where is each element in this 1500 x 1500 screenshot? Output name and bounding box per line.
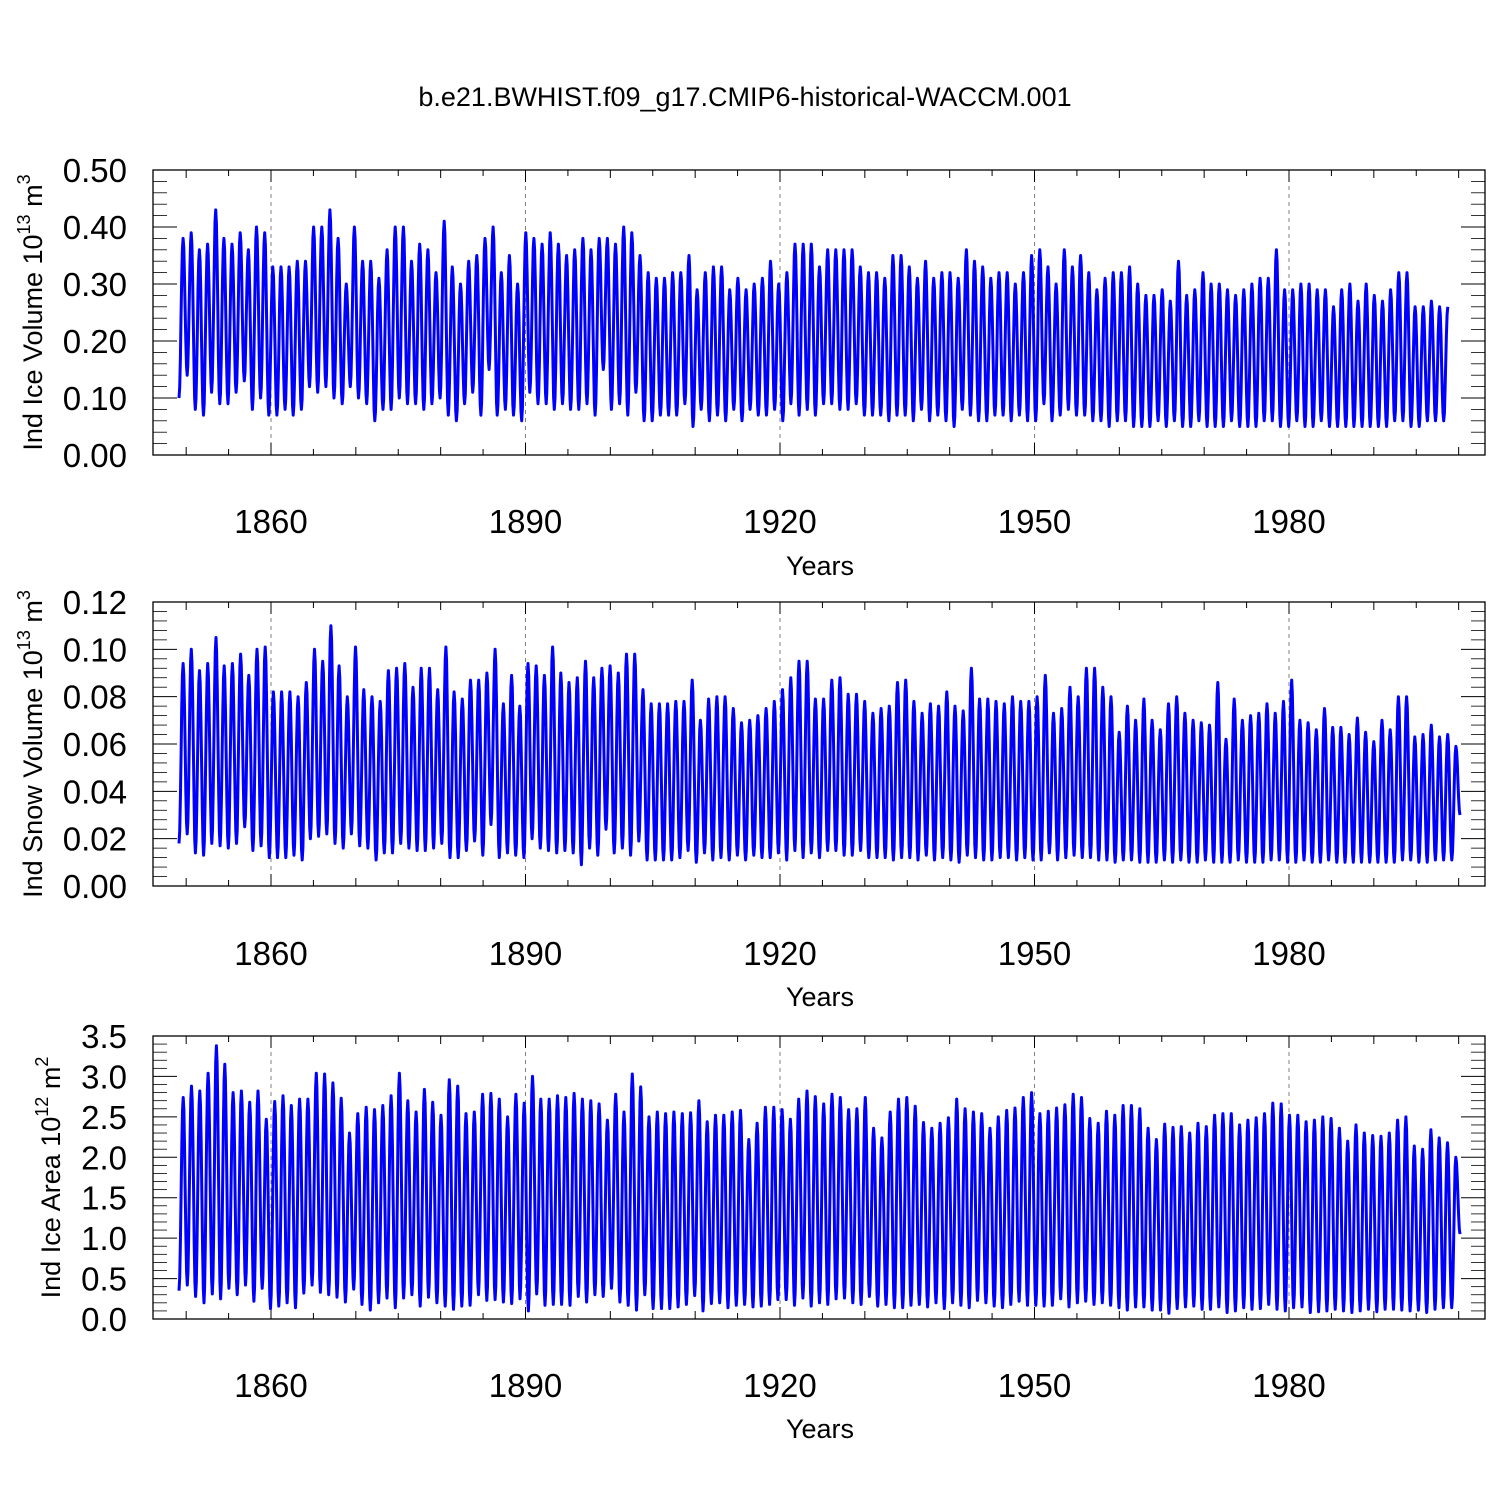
y-axis-title: Ind Snow Volume 1013 m3 bbox=[14, 590, 48, 898]
y-tick-label: 0.00 bbox=[63, 437, 127, 474]
series-line bbox=[177, 1044, 1462, 1315]
x-tick-label-1860: 1860 bbox=[234, 1367, 307, 1404]
x-tick-label-1920: 1920 bbox=[743, 935, 816, 972]
y-tick-label: 0.12 bbox=[63, 584, 127, 621]
x-tick-label-1860: 1860 bbox=[234, 503, 307, 540]
y-axis-title: Ind Ice Area 1012 m2 bbox=[32, 1057, 66, 1299]
y-axis-title-unit: m bbox=[18, 600, 48, 630]
y-tick-label: 0.50 bbox=[63, 152, 127, 189]
figure-title: b.e21.BWHIST.f09_g17.CMIP6-historical-WA… bbox=[418, 82, 1071, 112]
x-tick-label-1950: 1950 bbox=[998, 935, 1071, 972]
y-axis-title-main: Ind Ice Volume 10 bbox=[18, 234, 48, 450]
y-tick-label: 0.06 bbox=[63, 726, 127, 763]
y-tick-label: 0.02 bbox=[63, 821, 127, 858]
x-tick-label-1980: 1980 bbox=[1252, 503, 1325, 540]
y-tick-label: 3.5 bbox=[81, 1018, 127, 1055]
y-axis-title-main: Ind Snow Volume 10 bbox=[18, 650, 48, 898]
x-axis-title: Years bbox=[786, 982, 854, 1012]
x-tick-label-1860: 1860 bbox=[234, 935, 307, 972]
series-line bbox=[177, 208, 1450, 428]
y-tick-label: 0.5 bbox=[81, 1261, 127, 1298]
y-tick-label: 0.30 bbox=[63, 266, 127, 303]
y-axis-title-exponent: 12 bbox=[32, 1097, 52, 1117]
y-tick-label: 0.10 bbox=[63, 631, 127, 668]
chart-panel-1: 1860 1890 1920 1950 1980 Years 0.00 0.10 0.20 0.3… bbox=[14, 152, 1486, 581]
x-tick-label-1920: 1920 bbox=[743, 1367, 816, 1404]
y-tick-label: 2.5 bbox=[81, 1099, 127, 1136]
y-tick-label: 0.0 bbox=[81, 1301, 127, 1338]
y-axis-title: Ind Ice Volume 1013 m3 bbox=[14, 174, 48, 450]
x-axis-title: Years bbox=[786, 551, 854, 581]
y-axis-title-unit-exponent: 3 bbox=[14, 174, 34, 184]
x-tick-label-1920: 1920 bbox=[743, 503, 816, 540]
y-axis-title-exponent: 13 bbox=[14, 630, 34, 650]
chart-panel-3: 1860 1890 1920 1950 1980 Years 0.00.5 1.01.5 2.0… bbox=[32, 1018, 1486, 1444]
x-tick-label-1950: 1950 bbox=[998, 503, 1071, 540]
x-tick-label-1890: 1890 bbox=[489, 503, 562, 540]
chart-panel-2: 1860 1890 1920 1950 1980 Years 0.00 0.02 0.04 0.0… bbox=[14, 584, 1486, 1012]
y-tick-label: 0.20 bbox=[63, 323, 127, 360]
y-axis-title-main: Ind Ice Area 10 bbox=[36, 1117, 66, 1299]
x-tick-label-1950: 1950 bbox=[998, 1367, 1071, 1404]
x-tick-label-1980: 1980 bbox=[1252, 935, 1325, 972]
y-axis-title-unit-exponent: 2 bbox=[32, 1057, 52, 1067]
plot-frame bbox=[152, 1035, 1486, 1320]
x-axis-title: Years bbox=[786, 1414, 854, 1444]
y-tick-label: 2.0 bbox=[81, 1139, 127, 1176]
y-tick-label: 0.10 bbox=[63, 380, 127, 417]
y-axis-title-unit: m bbox=[36, 1067, 66, 1097]
y-axis-title-exponent: 13 bbox=[14, 214, 34, 234]
y-axis-title-unit: m bbox=[18, 184, 48, 214]
y-tick-label: 0.00 bbox=[63, 868, 127, 905]
y-tick-label: 0.08 bbox=[63, 679, 127, 716]
x-tick-label-1890: 1890 bbox=[489, 935, 562, 972]
y-tick-label: 1.5 bbox=[81, 1180, 127, 1217]
x-tick-label-1980: 1980 bbox=[1252, 1367, 1325, 1404]
y-tick-label: 0.40 bbox=[63, 209, 127, 246]
plot-frame bbox=[152, 169, 1486, 456]
y-tick-label: 0.04 bbox=[63, 773, 127, 810]
y-axis-title-unit-exponent: 3 bbox=[14, 590, 34, 600]
x-tick-label-1890: 1890 bbox=[489, 1367, 562, 1404]
series-line bbox=[177, 624, 1462, 867]
y-tick-label: 1.0 bbox=[81, 1220, 127, 1257]
y-tick-label: 3.0 bbox=[81, 1058, 127, 1095]
